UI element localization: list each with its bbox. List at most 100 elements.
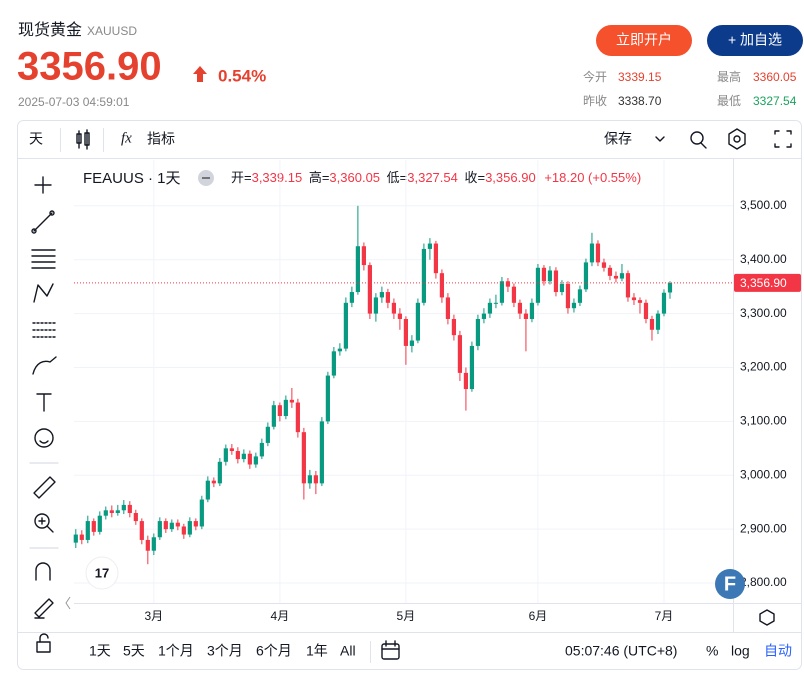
range-button[interactable]: 1年 <box>306 643 328 659</box>
candle-body <box>439 273 445 298</box>
open-account-button[interactable] <box>596 25 692 56</box>
drawing-tools[interactable] <box>29 176 59 653</box>
candle-body <box>649 318 655 330</box>
candle-body <box>607 267 613 276</box>
candle-body <box>163 521 168 530</box>
candle-body <box>199 499 204 527</box>
candle-body <box>313 475 318 484</box>
candle-body <box>523 313 529 319</box>
x-tick-label: 3月 <box>144 609 163 623</box>
settings-icon-center[interactable] <box>733 135 741 143</box>
candle-body <box>409 340 415 346</box>
ohlc-value: 3,360.05 <box>329 170 380 185</box>
x-tick-label: 4月 <box>271 609 290 623</box>
settings-icon[interactable] <box>728 128 746 150</box>
symbol: XAUUSD <box>87 24 137 38</box>
candle-body <box>223 448 228 462</box>
save-button[interactable]: 保存 <box>604 131 632 147</box>
candle-body <box>535 267 541 303</box>
range-button[interactable]: 6个月 <box>256 643 292 659</box>
y-tick-label: 2,900.00 <box>740 521 787 535</box>
candle-body <box>277 405 282 416</box>
candle-body <box>319 421 324 484</box>
candle-body <box>73 534 78 543</box>
candle-body <box>541 267 547 282</box>
candle-body <box>481 313 487 319</box>
fullscreen-icon[interactable] <box>774 130 792 148</box>
candle-body <box>361 246 366 266</box>
candle-body <box>79 534 84 540</box>
save-menu-icon[interactable] <box>655 136 665 142</box>
auto-toggle[interactable]: 自动 <box>764 643 792 659</box>
axis-settings-icon[interactable] <box>759 609 775 626</box>
candle-body <box>295 402 300 433</box>
candle-body <box>133 512 138 522</box>
stat-value: 3327.54 <box>753 94 797 108</box>
x-tick-label: 5月 <box>397 609 416 623</box>
candle-body <box>457 335 463 373</box>
title: 现货黄金 <box>18 21 82 39</box>
candle-body <box>127 504 132 513</box>
candle-body <box>619 273 625 279</box>
candle-body <box>379 292 384 298</box>
candle-body <box>307 475 312 484</box>
open-account-label[interactable]: 立即开户 <box>616 32 672 48</box>
candle-body <box>85 521 90 540</box>
percent-toggle[interactable]: % <box>706 643 718 659</box>
candle-body <box>397 313 402 319</box>
range-button[interactable]: All <box>340 643 356 659</box>
candle-body <box>553 270 559 293</box>
log-toggle[interactable]: log <box>731 643 750 659</box>
candle-body <box>595 243 601 263</box>
range-button[interactable]: 1天 <box>89 643 111 659</box>
watchlist-label[interactable]: + 加自选 <box>728 32 782 48</box>
candle-body <box>571 302 577 309</box>
candle-body <box>187 521 192 535</box>
tv-logo[interactable] <box>85 556 119 590</box>
candle-body <box>241 453 246 460</box>
candle-body <box>265 426 270 443</box>
candle-body <box>157 521 162 538</box>
candle-body <box>499 281 505 303</box>
indicators-button[interactable]: 指标 <box>147 131 175 147</box>
chart-style-icon[interactable] <box>76 129 90 150</box>
stat-label: 昨收 <box>583 94 607 108</box>
candle-body <box>613 275 619 279</box>
candle-body <box>355 246 360 293</box>
candle-body <box>445 297 451 319</box>
ohlc-value: 3,339.15 <box>252 170 303 185</box>
candle-body <box>121 504 126 511</box>
watchlist-button[interactable] <box>707 25 803 56</box>
candle-body <box>343 302 348 349</box>
y-tick-label: 3,000.00 <box>740 467 787 481</box>
candle-body <box>235 451 240 460</box>
candle-body <box>217 461 222 484</box>
stat-label: 最低 <box>717 94 741 108</box>
candle-body <box>589 243 595 263</box>
tv-logo-mark[interactable]: 17 <box>95 565 109 580</box>
candle-body <box>247 453 252 465</box>
f-logo-mark[interactable]: F <box>724 573 736 595</box>
candle-body <box>103 510 108 516</box>
y-tick-label: 3,100.00 <box>740 414 787 428</box>
collapse-toolbar[interactable] <box>65 596 71 610</box>
f-logo[interactable] <box>715 569 745 599</box>
candle-body <box>181 526 186 535</box>
date-range-icon[interactable] <box>381 640 400 660</box>
ohlc-value: 3,356.90 <box>485 170 536 185</box>
candle-body <box>403 318 409 346</box>
timestamp: 2025-07-03 04:59:01 <box>18 95 130 109</box>
x-tick-label: 7月 <box>655 609 674 623</box>
range-button[interactable]: 5天 <box>123 643 145 659</box>
candle-body <box>175 522 180 527</box>
candle-body <box>367 265 372 314</box>
candle-body <box>97 515 102 532</box>
search-icon[interactable] <box>690 131 707 149</box>
candle-body <box>145 539 150 551</box>
interval-button[interactable]: 天 <box>29 131 43 147</box>
fx-icon[interactable]: fx <box>121 130 132 146</box>
candle-body <box>559 283 565 293</box>
range-button[interactable]: 1个月 <box>158 643 194 659</box>
chart-panel <box>17 120 802 670</box>
range-button[interactable]: 3个月 <box>207 643 243 659</box>
